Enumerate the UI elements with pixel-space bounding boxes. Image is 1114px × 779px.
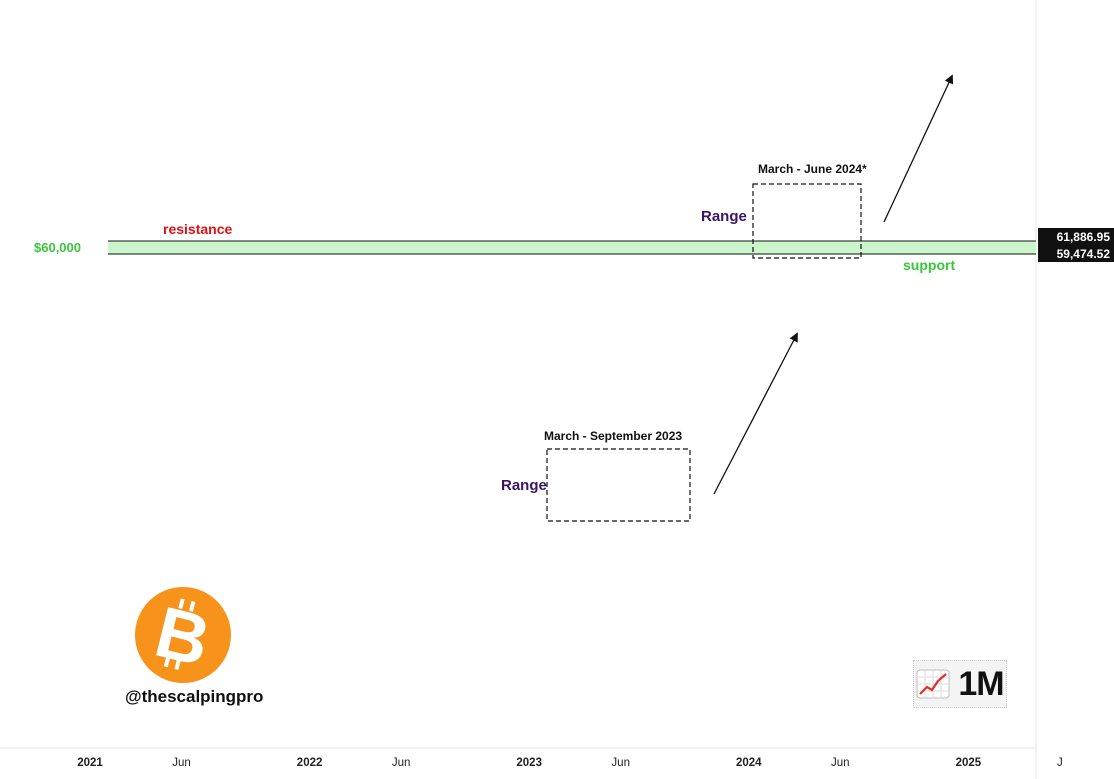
range-2024-title: March - June 2024* bbox=[758, 162, 867, 176]
watermark-handle: @thescalpingpro bbox=[121, 685, 268, 709]
level-60k-label: $60,000 bbox=[34, 240, 81, 255]
x-tick-label: Jun bbox=[831, 757, 850, 769]
range-2023-title: March - September 2023 bbox=[544, 429, 682, 443]
support-resistance-zone bbox=[108, 241, 1036, 254]
range-box-2024 bbox=[752, 183, 862, 259]
bitcoin-logo-icon: B bbox=[135, 587, 231, 683]
x-tick-label: 2025 bbox=[956, 757, 982, 769]
range-label-2023: Range bbox=[501, 477, 547, 494]
timeframe-badge: 1M bbox=[913, 660, 1007, 708]
timeframe-label: 1M bbox=[958, 664, 1004, 703]
x-tick-label: 2024 bbox=[736, 757, 762, 769]
resistance-label: resistance bbox=[163, 221, 232, 237]
x-tick-label: J bbox=[1057, 757, 1063, 769]
resistance-price-label: 61,886.95 bbox=[1038, 228, 1114, 245]
range-box-2023 bbox=[546, 448, 691, 522]
time-axis: 2021 Jun 2022 Jun 2023 Jun 2024 Jun 2025 J bbox=[77, 757, 1063, 769]
support-label: support bbox=[903, 257, 955, 273]
x-tick-label: 2023 bbox=[516, 757, 542, 769]
x-tick-label: 2022 bbox=[297, 757, 323, 769]
arrow-up-2 bbox=[883, 74, 954, 223]
x-tick-label: 2021 bbox=[77, 757, 103, 769]
x-tick-label: Jun bbox=[392, 757, 411, 769]
support-price-label: 59,474.52 bbox=[1038, 245, 1114, 262]
range-label-2024: Range bbox=[701, 208, 747, 225]
x-tick-label: Jun bbox=[172, 757, 191, 769]
arrow-up-1 bbox=[713, 332, 798, 495]
chart-increasing-icon bbox=[916, 669, 950, 699]
x-tick-label: Jun bbox=[611, 757, 630, 769]
